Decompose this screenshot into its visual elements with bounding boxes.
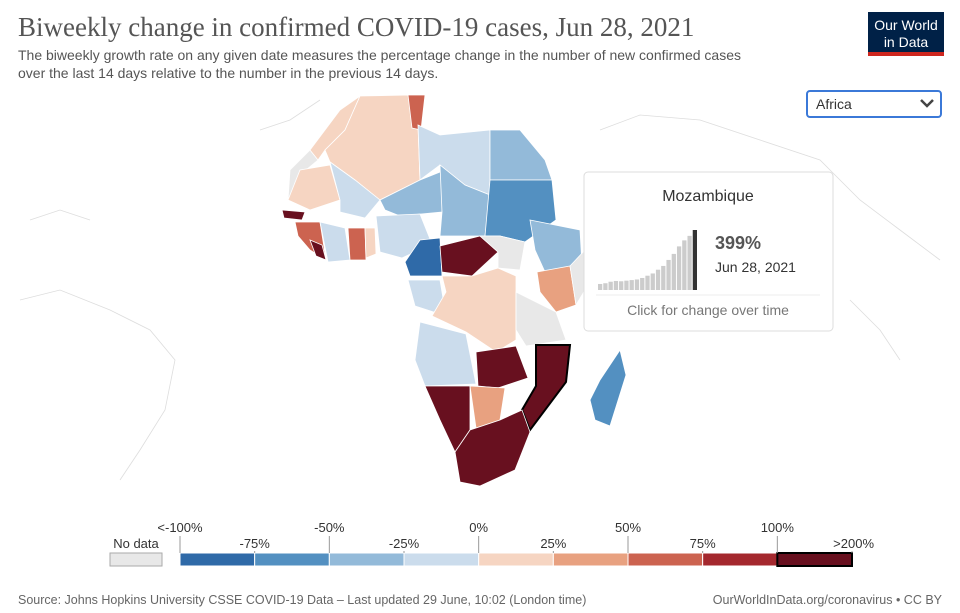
select-label: Africa — [816, 96, 852, 112]
legend-swatch — [478, 552, 554, 567]
country[interactable] — [414, 321, 477, 387]
spark-bar — [692, 230, 697, 290]
spark-bar — [619, 281, 624, 290]
legend-label: -50% — [314, 520, 345, 535]
legend-swatch — [328, 552, 405, 567]
country[interactable] — [329, 161, 381, 219]
tooltip-value: 399% — [715, 233, 761, 253]
country[interactable] — [478, 235, 526, 271]
country[interactable] — [439, 235, 499, 277]
tooltip-hint: Click for change over time — [627, 302, 789, 318]
spark-bar — [645, 275, 650, 290]
legend-swatch — [776, 552, 853, 567]
legend-label: -25% — [389, 536, 420, 551]
spark-bar — [598, 283, 603, 290]
legend-label: -75% — [239, 536, 270, 551]
tooltip-box — [583, 171, 834, 332]
chevron — [920, 99, 934, 108]
legend-swatch — [552, 552, 629, 567]
spark-bar — [650, 273, 655, 290]
country[interactable] — [404, 237, 443, 277]
country[interactable] — [520, 344, 572, 433]
no-data-swatch — [109, 552, 163, 567]
country[interactable] — [536, 265, 577, 313]
spark-bar — [640, 277, 645, 290]
logo-text: Our World — [874, 17, 938, 33]
legend-label: 100% — [761, 520, 795, 535]
country[interactable] — [515, 291, 567, 347]
spark-bar — [682, 240, 687, 290]
spark-bar — [687, 235, 692, 290]
tooltip-country: Mozambique — [662, 188, 754, 205]
spark-bar — [608, 281, 613, 290]
country[interactable] — [475, 345, 529, 389]
legend-label: 0% — [469, 520, 488, 535]
legend-swatch — [702, 552, 778, 567]
spark-bar — [666, 259, 671, 290]
spark-bar — [613, 280, 619, 290]
spark-bar — [676, 246, 682, 290]
country[interactable] — [589, 349, 627, 427]
credit: OurWorldInData.org/coronavirus • CC BY — [713, 593, 943, 607]
legend-label: <-100% — [157, 520, 203, 535]
logo[interactable]: Our World in Data — [868, 12, 944, 56]
world-outlines — [19, 99, 941, 481]
select-box — [806, 90, 942, 118]
country[interactable] — [489, 129, 553, 181]
spark-bar — [634, 279, 640, 290]
legend-label: 50% — [615, 520, 641, 535]
legend-label: >200% — [833, 536, 874, 551]
legend-swatch — [254, 552, 330, 567]
logo-text: in Data — [884, 34, 929, 50]
region-select[interactable]: Africa — [806, 90, 942, 118]
country[interactable] — [309, 239, 327, 261]
subtitle: The biweekly growth rate on any given da… — [18, 47, 741, 63]
country[interactable] — [281, 209, 306, 221]
title: Biweekly change in confirmed COVID-19 ca… — [18, 12, 694, 42]
country[interactable] — [454, 409, 531, 487]
spark-bar — [661, 265, 666, 290]
tooltip-date: Jun 28, 2021 — [715, 259, 796, 275]
source: Source: Johns Hopkins University CSSE CO… — [18, 593, 586, 607]
country[interactable] — [347, 227, 367, 261]
sparkline — [598, 230, 697, 290]
map — [281, 94, 627, 487]
legend-swatch — [627, 552, 704, 567]
logo-box — [868, 12, 944, 52]
legend-swatch — [403, 552, 480, 567]
country[interactable] — [431, 267, 517, 353]
legend: No data <-100% -75% -50% -25% 0% 25% 50% 75% 100… — [109, 520, 874, 567]
subtitle: over the last 14 days relative to the nu… — [18, 65, 438, 81]
tooltip: Mozambique 399% Jun 28, 2021 Click for c… — [583, 171, 834, 332]
legend-label: 25% — [540, 536, 566, 551]
spark-bar — [624, 280, 629, 290]
spark-bar — [671, 253, 676, 290]
spark-bar — [603, 283, 608, 290]
legend-label: 75% — [690, 536, 716, 551]
logo-bar — [868, 52, 944, 56]
legend-swatch — [179, 552, 256, 567]
country[interactable] — [364, 227, 377, 259]
spark-bar — [629, 280, 634, 290]
legend-label: No data — [113, 536, 159, 551]
spark-bar — [655, 269, 661, 290]
